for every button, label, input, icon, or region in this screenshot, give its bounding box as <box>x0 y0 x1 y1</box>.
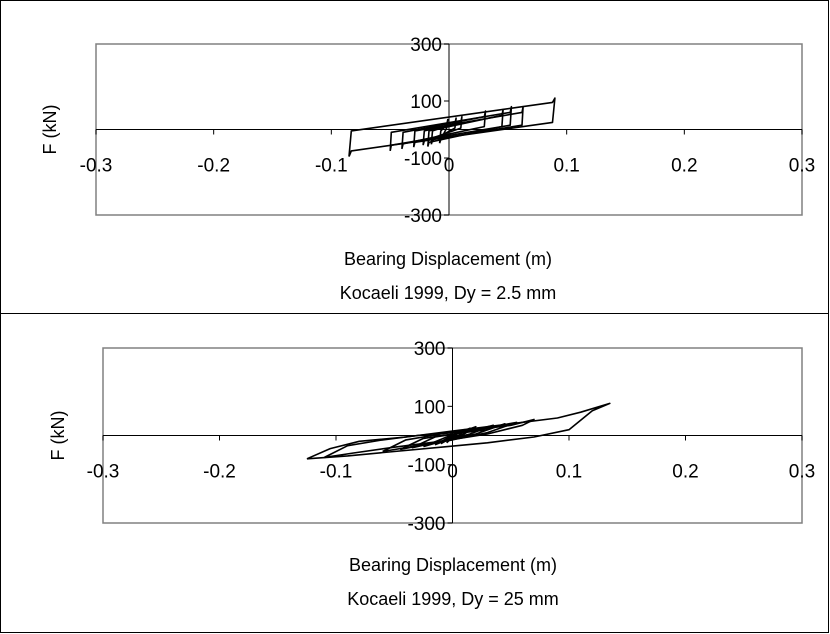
y-tick-label: -100 <box>407 456 445 477</box>
x-tick-label: -0.1 <box>315 156 348 177</box>
x-tick-label: 0.2 <box>671 156 697 177</box>
y-tick-label: -300 <box>404 206 442 227</box>
x-tick-label: 0.1 <box>553 156 579 177</box>
x-tick-label: 0.2 <box>672 462 698 483</box>
y-axis-label: F (kN) <box>48 411 68 461</box>
hysteresis-loop-1 <box>348 97 556 157</box>
hysteresis-loop-2 <box>324 418 535 459</box>
hysteresis-chart-top: -0.3 -0.2 -0.1 0 0.1 0.2 0.3 300 100 -100 -300 F (k… <box>40 35 815 303</box>
x-tick-label: 0 <box>444 156 455 177</box>
x-tick-label: -0.3 <box>80 156 113 177</box>
chart-panel-bottom: -0.3 -0.2 -0.1 0 0.1 0.2 0.3 300 100 -100 -300 F (k… <box>0 313 829 633</box>
y-axis-label: F (kN) <box>40 105 60 155</box>
hysteresis-loop-8 <box>427 108 504 147</box>
x-tick-label: -0.1 <box>320 462 353 483</box>
y-tick-label: 100 <box>410 92 442 113</box>
y-tick-label: -300 <box>407 514 445 535</box>
x-axis-label: Bearing Displacement (m) <box>349 555 557 575</box>
hysteresis-chart-bottom: -0.3 -0.2 -0.1 0 0.1 0.2 0.3 300 100 -100 -300 F (k… <box>48 339 815 609</box>
x-tick-label: 0.3 <box>789 462 815 483</box>
hysteresis-loop-4 <box>412 105 524 148</box>
chart-subtitle: Kocaeli 1999, Dy = 2.5 mm <box>340 283 557 303</box>
chart-panel-top: -0.3 -0.2 -0.1 0 0.1 0.2 0.3 300 100 -100 -300 F (k… <box>0 0 829 314</box>
x-tick-label: 0.3 <box>789 156 815 177</box>
x-tick-label: -0.3 <box>87 462 120 483</box>
x-tick-label: 0 <box>447 462 458 483</box>
x-tick-label: 0.1 <box>556 462 582 483</box>
hysteresis-loop-2 <box>389 105 513 152</box>
chart-subtitle: Kocaeli 1999, Dy = 25 mm <box>347 589 559 609</box>
hysteresis-loop-3 <box>401 110 487 150</box>
y-tick-label: 300 <box>414 339 446 360</box>
y-tick-label: 100 <box>414 397 446 418</box>
x-tick-label: -0.2 <box>197 156 230 177</box>
x-tick-label: -0.2 <box>203 462 236 483</box>
y-tick-label: 300 <box>410 35 442 56</box>
hysteresis-loop-9 <box>446 429 461 444</box>
x-axis-label: Bearing Displacement (m) <box>344 249 552 269</box>
y-tick-label: -100 <box>404 149 442 170</box>
hysteresis-loop-5 <box>422 115 463 146</box>
